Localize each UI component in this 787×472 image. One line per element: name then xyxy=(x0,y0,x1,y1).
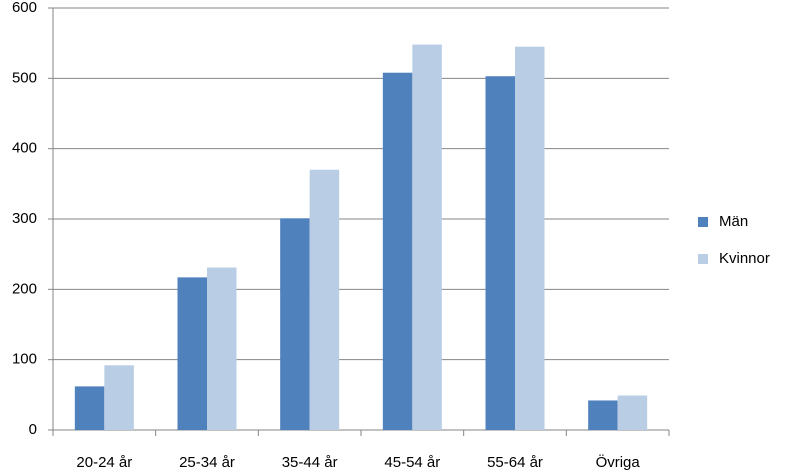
legend-swatch xyxy=(698,217,708,227)
y-tick-label: 200 xyxy=(12,280,37,297)
x-tick-label: 45-54 år xyxy=(384,454,440,471)
bar xyxy=(617,395,648,430)
bar xyxy=(177,277,207,430)
legend-label: Kvinnor xyxy=(719,250,770,267)
y-tick-label: 300 xyxy=(12,210,37,227)
x-tick-label: 20-24 år xyxy=(76,454,132,471)
bar xyxy=(382,72,413,430)
x-tick-label: 55-64 år xyxy=(487,454,543,471)
x-tick-label: Övriga xyxy=(596,453,641,471)
bar xyxy=(515,46,545,430)
y-tick-label: 0 xyxy=(29,421,37,438)
bar xyxy=(74,386,105,430)
bar xyxy=(309,169,340,430)
bar xyxy=(207,267,237,430)
bar xyxy=(104,365,134,430)
bar xyxy=(588,400,618,430)
y-tick-label: 400 xyxy=(12,140,37,157)
y-tick-label: 500 xyxy=(12,69,37,86)
y-tick-label: 600 xyxy=(12,0,37,16)
y-tick-label: 100 xyxy=(12,351,37,368)
x-tick-label: 25-34 år xyxy=(179,454,235,471)
legend-label: Män xyxy=(719,213,748,230)
legend-swatch xyxy=(698,254,708,264)
bar xyxy=(412,44,442,430)
x-tick-label: 35-44 år xyxy=(282,454,338,471)
bar xyxy=(280,218,310,430)
bar xyxy=(485,76,515,431)
